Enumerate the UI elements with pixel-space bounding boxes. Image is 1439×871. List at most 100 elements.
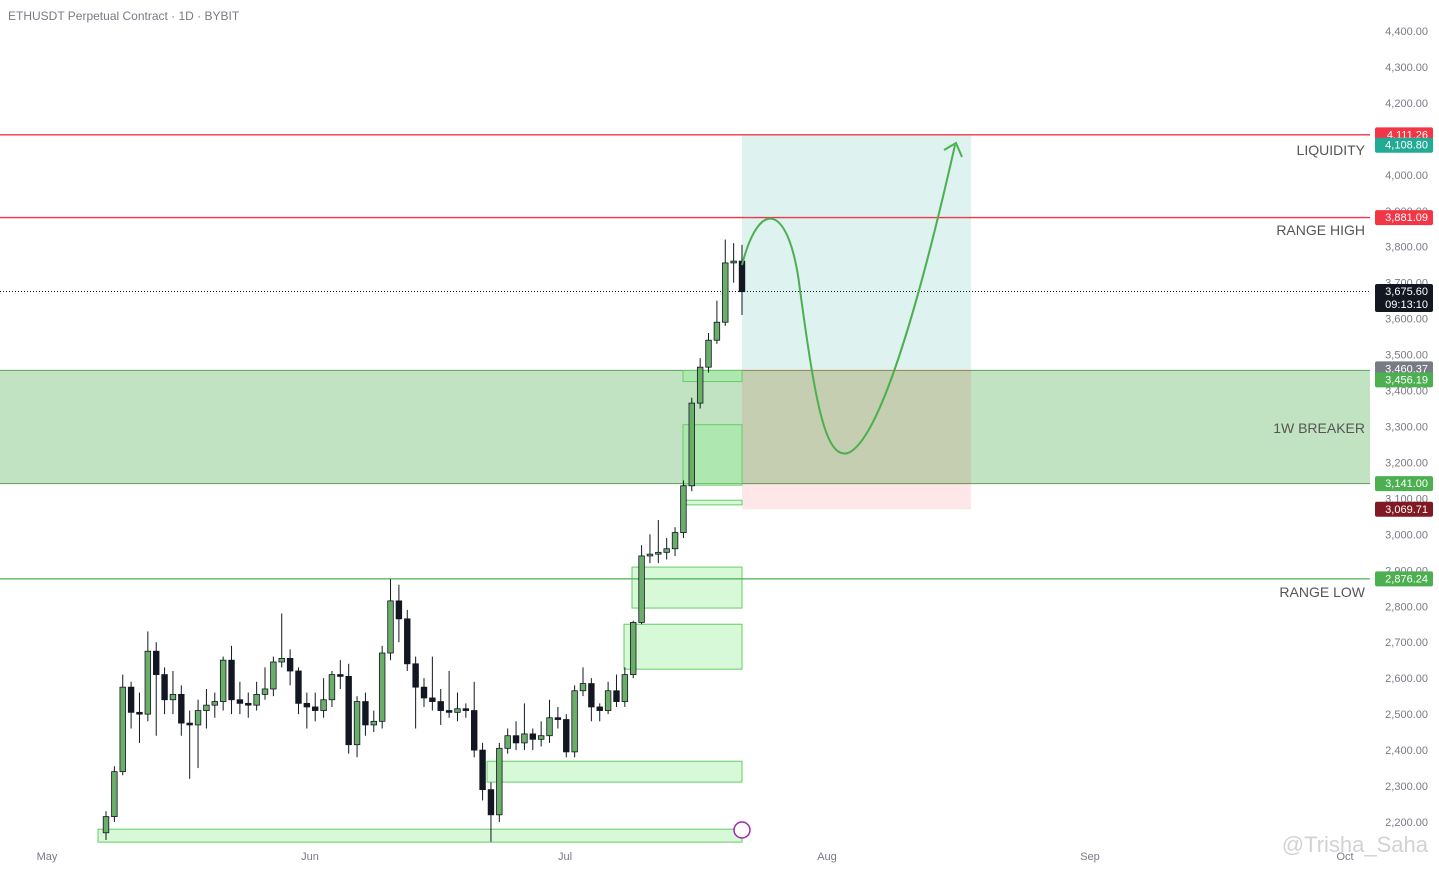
projection-arrowhead (943, 141, 963, 158)
candle-body (161, 674, 168, 701)
y-tick-label: 3,200.00 (1385, 457, 1428, 469)
y-tick-label: 4,200.00 (1385, 98, 1428, 110)
price-badge (1375, 501, 1433, 517)
chart-title: ETHUSDT Perpetual Contract · 1D · BYBIT (8, 9, 240, 23)
candle-body (211, 701, 218, 706)
loss-box (742, 368, 971, 510)
candle-body (194, 710, 202, 726)
candle-body (738, 260, 746, 293)
candle-body (512, 735, 520, 744)
candle-body (370, 720, 377, 726)
order-block (682, 499, 743, 506)
projection-curve (741, 144, 956, 455)
candle-body (638, 555, 645, 623)
candle-body (286, 658, 294, 672)
candle-body (278, 658, 285, 663)
order-block (97, 828, 743, 843)
price-badge (1375, 476, 1433, 492)
price-badge-label: 2,876.24 (1385, 573, 1428, 585)
y-tick-label: 4,000.00 (1385, 170, 1428, 182)
price-badge-label: 3,675.60 (1385, 286, 1428, 298)
candle-body (621, 674, 629, 702)
y-tick-label: 2,500.00 (1385, 709, 1428, 721)
price-badge-label: 4,108.80 (1385, 140, 1428, 152)
candle-body (462, 708, 470, 711)
candle-body (705, 339, 712, 368)
candle-body (504, 735, 511, 749)
candle-body (345, 675, 352, 746)
countdown: 09:13:10 (1385, 299, 1428, 311)
x-tick-label: May (37, 851, 58, 863)
profit-box (742, 135, 971, 369)
candle-body (127, 686, 135, 713)
order-block (682, 369, 743, 383)
x-tick-label: Aug (817, 851, 837, 863)
candle-body (579, 683, 587, 692)
y-tick-label: 2,600.00 (1385, 673, 1428, 685)
candle-body (378, 652, 386, 722)
price-badge-label: 3,069.71 (1385, 504, 1428, 516)
order-block (486, 760, 743, 783)
breaker-zone (0, 370, 1370, 484)
candle-body (270, 661, 277, 690)
x-tick-label: Oct (1336, 851, 1353, 863)
y-tick-label: 4,400.00 (1385, 26, 1428, 38)
candle-body (521, 733, 528, 744)
candle-body (663, 548, 670, 553)
candle-body (245, 702, 252, 706)
y-tick-label: 2,700.00 (1385, 637, 1428, 649)
annotation: LIQUIDITY (1297, 142, 1366, 158)
candle-body (144, 650, 152, 715)
candle-body (153, 650, 160, 675)
price-badge (1375, 372, 1433, 388)
candle-body (186, 722, 193, 726)
candle-body (445, 710, 453, 713)
candle-body (219, 659, 227, 702)
candle-body (588, 683, 595, 708)
y-tick-label: 3,400.00 (1385, 386, 1428, 398)
candle-body (178, 693, 185, 724)
candle-body (328, 674, 336, 701)
candle-body (722, 262, 729, 323)
candle-body (730, 260, 737, 264)
candle-body (496, 747, 503, 816)
watermark: @Trisha_Saha (1282, 832, 1429, 857)
y-tick-label: 2,300.00 (1385, 781, 1428, 793)
candle-body (228, 659, 235, 701)
price-badge-label: 3,460.37 (1385, 363, 1428, 375)
annotation: RANGE HIGH (1276, 222, 1365, 238)
candle-body (404, 618, 411, 665)
candle-body (630, 622, 637, 675)
y-tick-label: 2,200.00 (1385, 817, 1428, 829)
price-badge (1375, 571, 1433, 587)
candle-body (437, 701, 444, 711)
price-badge (1375, 137, 1433, 153)
candle-body (337, 674, 344, 677)
candle-body (236, 699, 244, 704)
candle-body (136, 711, 143, 715)
alert-icon[interactable] (733, 821, 751, 839)
candle-body (312, 706, 319, 711)
x-tick-label: Jul (558, 851, 572, 863)
candle-body (412, 663, 419, 688)
y-tick-label: 4,300.00 (1385, 62, 1428, 74)
candle-body (671, 532, 679, 550)
price-badge-label: 3,881.09 (1385, 212, 1428, 224)
y-tick-label: 2,400.00 (1385, 745, 1428, 757)
price-badge (1375, 210, 1433, 226)
annotation: 1W BREAKER (1273, 420, 1365, 436)
candle-body (295, 670, 302, 704)
candle-body (454, 708, 461, 713)
order-block (631, 566, 743, 609)
x-tick-label: Jun (301, 851, 319, 863)
candle-body (111, 771, 118, 818)
candle-body (471, 710, 478, 751)
candle-body (537, 735, 545, 740)
price-badge (1375, 283, 1433, 312)
candle-body (387, 600, 394, 654)
candle-body (253, 693, 260, 706)
candle-body (353, 701, 361, 746)
candle-body (696, 366, 704, 404)
